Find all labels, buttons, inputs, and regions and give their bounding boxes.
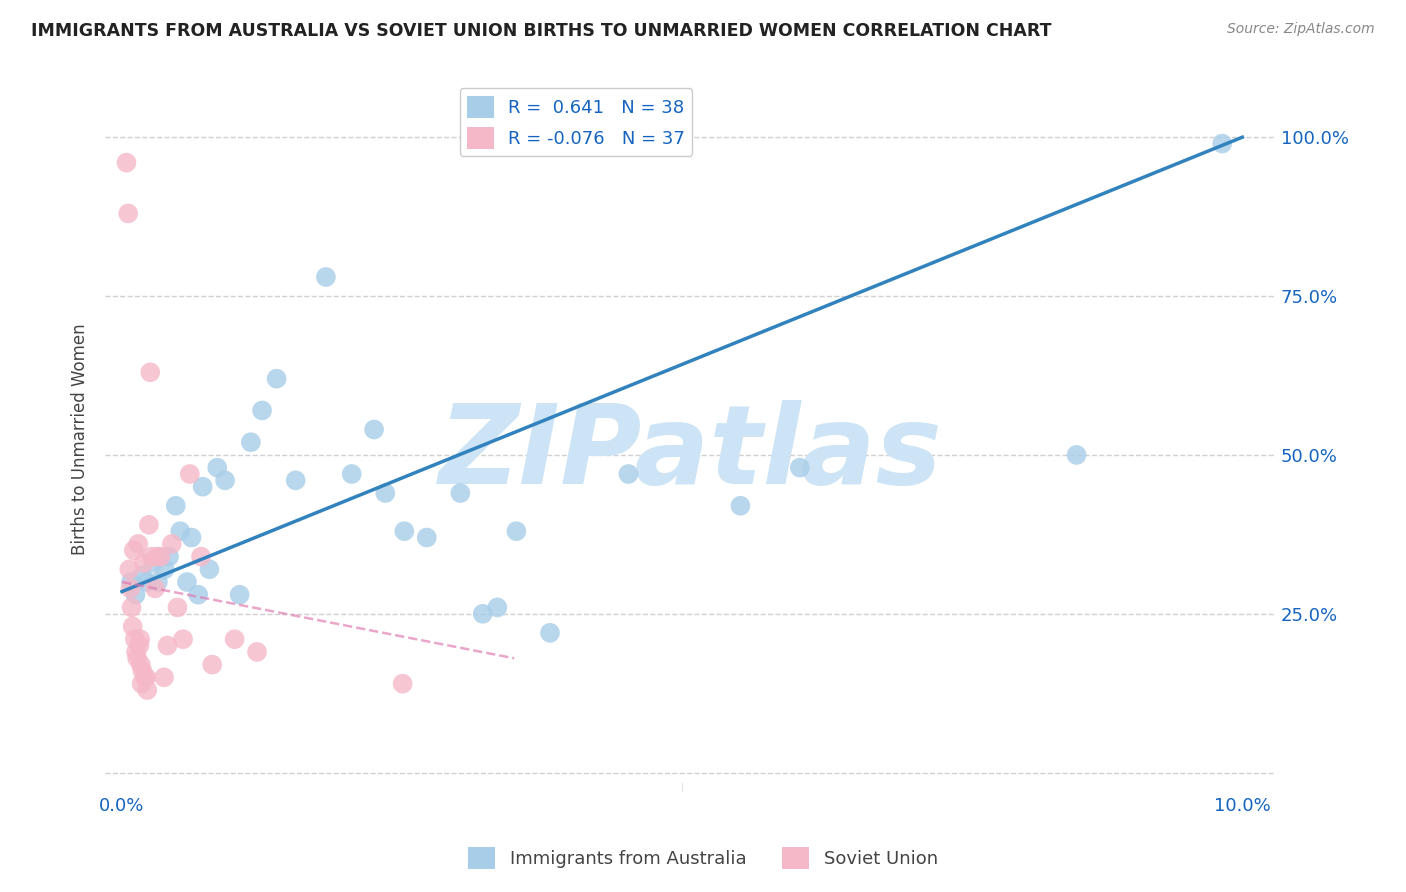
Text: IMMIGRANTS FROM AUSTRALIA VS SOVIET UNION BIRTHS TO UNMARRIED WOMEN CORRELATION : IMMIGRANTS FROM AUSTRALIA VS SOVIET UNIO… [31, 22, 1052, 40]
Point [129, 657, 152, 672]
Point [139, 365, 162, 379]
Point [136, 683, 159, 698]
Point [146, 574, 169, 589]
Point [169, 524, 191, 538]
Point [538, 625, 561, 640]
Point [340, 467, 363, 481]
Point [391, 676, 413, 690]
Point [617, 467, 640, 481]
Point [125, 645, 148, 659]
Point [141, 549, 163, 564]
Point [246, 645, 269, 659]
Point [224, 632, 246, 647]
Point [127, 651, 149, 665]
Point [131, 676, 153, 690]
Point [201, 657, 224, 672]
Point [156, 639, 179, 653]
Point [165, 499, 187, 513]
Text: ZIPatlas: ZIPatlas [439, 400, 942, 507]
Point [117, 206, 139, 220]
Point [122, 543, 145, 558]
Point [394, 524, 416, 538]
Point [124, 632, 146, 647]
Point [134, 670, 156, 684]
Point [239, 435, 262, 450]
Point [789, 460, 811, 475]
Y-axis label: Births to Unmarried Women: Births to Unmarried Women [72, 323, 89, 555]
Point [198, 562, 221, 576]
Point [146, 549, 169, 564]
Point [266, 372, 288, 386]
Point [121, 619, 143, 633]
Point [115, 155, 138, 169]
Point [505, 524, 527, 538]
Text: Source: ZipAtlas.com: Source: ZipAtlas.com [1227, 22, 1375, 37]
Point [131, 568, 153, 582]
Point [207, 460, 229, 475]
Point [120, 582, 142, 596]
Point [730, 499, 752, 513]
Point [191, 480, 214, 494]
Point [172, 632, 194, 647]
Point [143, 582, 166, 596]
Point [416, 531, 439, 545]
Point [179, 467, 201, 481]
Point [1211, 136, 1233, 151]
Point [120, 574, 142, 589]
Point [449, 486, 471, 500]
Point [153, 562, 176, 576]
Point [132, 556, 155, 570]
Point [214, 473, 236, 487]
Point [228, 588, 250, 602]
Point [118, 562, 141, 576]
Point [128, 639, 150, 653]
Point [180, 531, 202, 545]
Point [363, 422, 385, 436]
Point [374, 486, 396, 500]
Point [121, 600, 143, 615]
Point [160, 537, 183, 551]
Point [135, 670, 157, 684]
Point [471, 607, 494, 621]
Point [190, 549, 212, 564]
Point [129, 632, 152, 647]
Point [250, 403, 273, 417]
Point [127, 537, 149, 551]
Point [187, 588, 209, 602]
Point [176, 574, 198, 589]
Point [124, 588, 146, 602]
Point [284, 473, 307, 487]
Legend: Immigrants from Australia, Soviet Union: Immigrants from Australia, Soviet Union [461, 839, 945, 876]
Point [149, 549, 172, 564]
Legend: R =  0.641   N = 38, R = -0.076   N = 37: R = 0.641 N = 38, R = -0.076 N = 37 [460, 88, 693, 156]
Point [138, 517, 160, 532]
Point [166, 600, 188, 615]
Point [153, 670, 176, 684]
Point [142, 556, 165, 570]
Point [486, 600, 509, 615]
Point [131, 664, 153, 678]
Point [315, 270, 337, 285]
Point [135, 574, 157, 589]
Point [1066, 448, 1088, 462]
Point [157, 549, 180, 564]
